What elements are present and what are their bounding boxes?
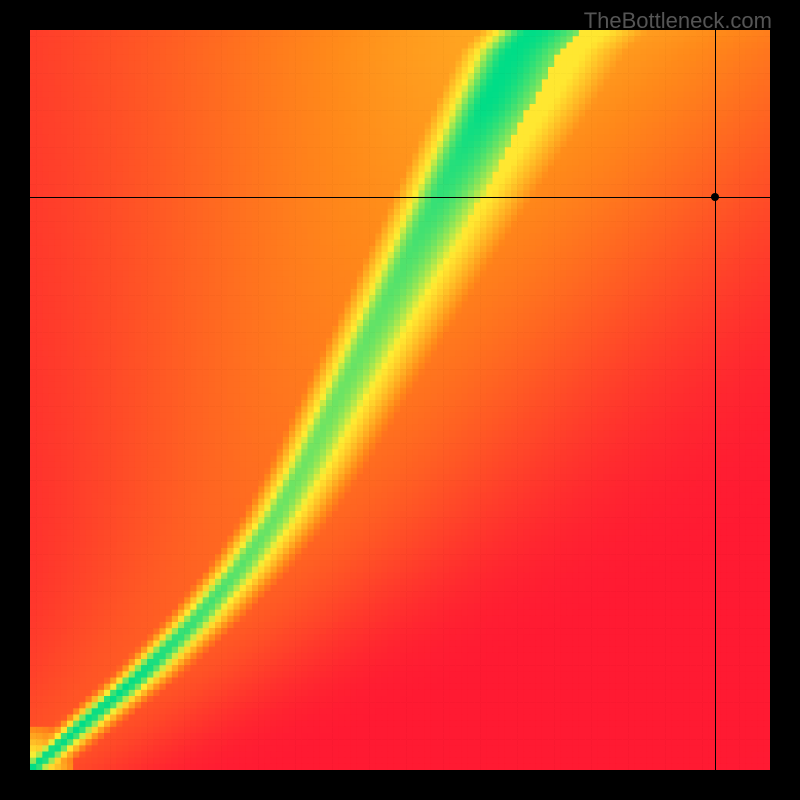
heatmap-canvas [30, 30, 770, 770]
watermark-text: TheBottleneck.com [584, 8, 772, 34]
crosshair-marker [711, 193, 719, 201]
heatmap-plot [30, 30, 770, 770]
crosshair-vertical [715, 30, 716, 770]
crosshair-horizontal [30, 197, 770, 198]
